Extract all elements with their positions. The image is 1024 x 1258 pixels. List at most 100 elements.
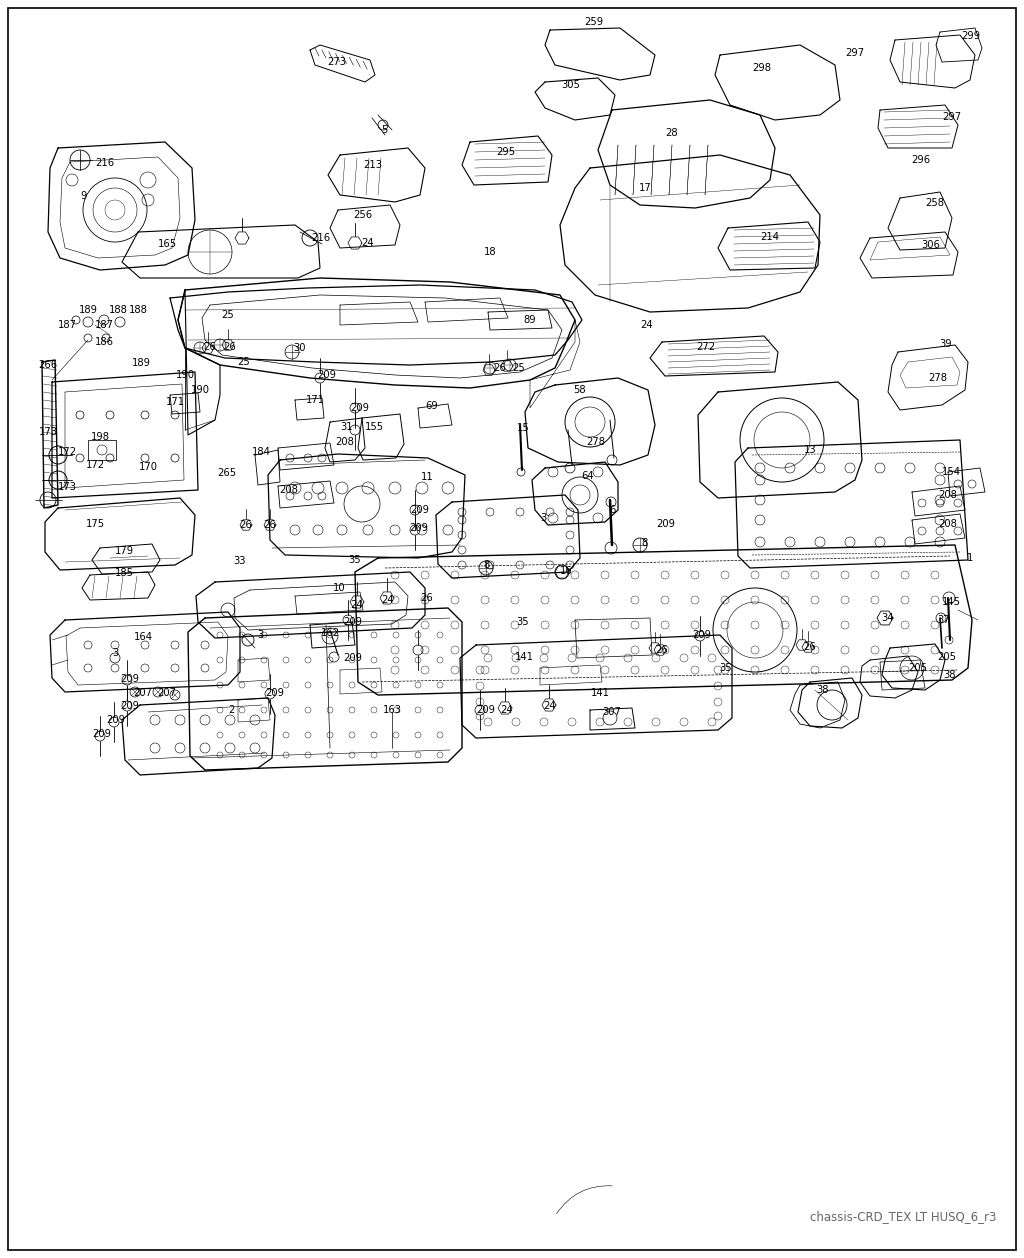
- Text: 208: 208: [939, 491, 957, 499]
- Text: 38: 38: [817, 686, 829, 694]
- Text: 185: 185: [115, 569, 133, 577]
- Text: 188: 188: [129, 304, 147, 314]
- Text: 265: 265: [217, 468, 237, 478]
- Text: 297: 297: [942, 112, 962, 122]
- Text: 207: 207: [133, 688, 153, 698]
- Text: 35: 35: [517, 616, 529, 626]
- Text: 209: 209: [343, 653, 362, 663]
- Text: 209: 209: [317, 370, 337, 380]
- Text: 214: 214: [761, 231, 779, 242]
- Text: 272: 272: [696, 342, 716, 352]
- Text: 26: 26: [804, 642, 816, 652]
- Text: 209: 209: [121, 701, 139, 711]
- Text: 89: 89: [523, 314, 537, 325]
- Text: 69: 69: [426, 401, 438, 411]
- Text: 24: 24: [382, 595, 394, 605]
- Text: 208: 208: [280, 486, 298, 494]
- Text: 8: 8: [483, 560, 489, 570]
- Text: 256: 256: [353, 210, 373, 220]
- Text: 58: 58: [573, 385, 587, 395]
- Text: 64: 64: [582, 470, 594, 481]
- Text: 26: 26: [655, 645, 669, 655]
- Text: 13: 13: [804, 445, 816, 455]
- Text: 207: 207: [158, 688, 176, 698]
- Text: 209: 209: [121, 674, 139, 684]
- Text: 186: 186: [94, 337, 114, 347]
- Text: 1: 1: [967, 554, 973, 564]
- Text: 145: 145: [941, 598, 961, 608]
- Text: 24: 24: [544, 701, 556, 711]
- Text: 155: 155: [365, 421, 384, 431]
- Text: 24: 24: [501, 704, 513, 715]
- Text: 266: 266: [39, 360, 57, 370]
- Text: 10: 10: [333, 582, 345, 593]
- Text: 209: 209: [265, 688, 285, 698]
- Text: 35: 35: [349, 555, 361, 565]
- Text: 173: 173: [39, 426, 57, 437]
- Text: 299: 299: [962, 31, 981, 42]
- Text: 34: 34: [882, 613, 894, 623]
- Text: 171: 171: [166, 398, 184, 408]
- Text: 9: 9: [81, 191, 87, 201]
- Text: 187: 187: [57, 320, 77, 330]
- Text: 15: 15: [517, 423, 529, 433]
- Text: 24: 24: [350, 600, 364, 610]
- Text: 24: 24: [361, 238, 375, 248]
- Text: 2: 2: [227, 704, 234, 715]
- Text: 307: 307: [602, 707, 622, 717]
- Text: 189: 189: [131, 359, 151, 369]
- Text: 173: 173: [57, 482, 77, 492]
- Text: 26: 26: [421, 593, 433, 603]
- Text: 209: 209: [476, 704, 496, 715]
- Text: 306: 306: [922, 240, 940, 250]
- Text: 209: 209: [656, 520, 676, 530]
- Text: 163: 163: [383, 704, 401, 715]
- Text: 16: 16: [560, 566, 572, 576]
- Text: 31: 31: [341, 421, 353, 431]
- Text: 38: 38: [944, 671, 956, 681]
- Text: 25: 25: [513, 364, 525, 374]
- Text: chassis-CRD_TEX LT HUSQ_6_r3: chassis-CRD_TEX LT HUSQ_6_r3: [810, 1210, 996, 1223]
- Text: 18: 18: [483, 247, 497, 257]
- Text: 179: 179: [115, 546, 133, 556]
- Text: 172: 172: [85, 460, 104, 470]
- Text: 3: 3: [112, 648, 118, 658]
- Text: 25: 25: [238, 357, 251, 367]
- Text: 205: 205: [908, 663, 928, 673]
- Text: 141: 141: [591, 688, 609, 698]
- Text: 189: 189: [79, 304, 97, 314]
- Text: 26: 26: [240, 520, 252, 530]
- Text: 209: 209: [692, 630, 712, 640]
- Text: 141: 141: [514, 652, 534, 662]
- Text: 30: 30: [294, 343, 306, 353]
- Text: 172: 172: [57, 447, 77, 457]
- Text: 37: 37: [938, 615, 950, 625]
- Text: 165: 165: [158, 239, 176, 249]
- Text: 209: 209: [92, 728, 112, 738]
- Text: 273: 273: [328, 57, 346, 67]
- Text: 295: 295: [497, 147, 515, 157]
- Text: 188: 188: [109, 304, 127, 314]
- Text: 170: 170: [138, 462, 158, 472]
- Text: 39: 39: [940, 338, 952, 348]
- Text: 5: 5: [381, 125, 387, 135]
- Text: 33: 33: [233, 556, 246, 566]
- Text: 25: 25: [221, 309, 234, 320]
- Text: 209: 209: [343, 616, 362, 626]
- Text: 297: 297: [846, 48, 864, 58]
- Text: 278: 278: [929, 374, 947, 382]
- Text: 258: 258: [926, 198, 944, 208]
- Text: 8: 8: [641, 538, 647, 548]
- Text: 209: 209: [410, 523, 428, 533]
- Text: 190: 190: [175, 370, 195, 380]
- Text: 208: 208: [939, 520, 957, 530]
- Text: 213: 213: [364, 160, 383, 170]
- Text: 164: 164: [133, 632, 153, 642]
- Text: 259: 259: [585, 18, 603, 26]
- Text: 216: 216: [95, 159, 115, 169]
- Text: 187: 187: [94, 320, 114, 330]
- Text: 171: 171: [305, 395, 325, 405]
- Text: 209: 209: [350, 403, 370, 413]
- Text: 3: 3: [257, 630, 263, 640]
- Text: 26: 26: [494, 364, 507, 374]
